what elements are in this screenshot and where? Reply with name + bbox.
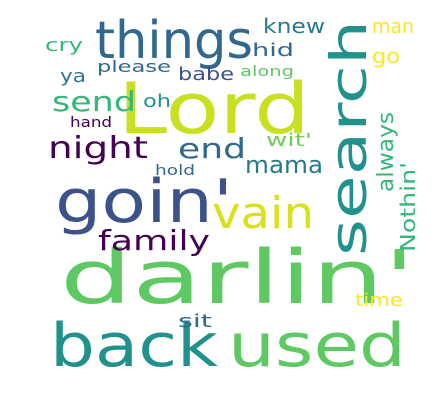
word-along: along <box>240 64 294 80</box>
word-night: night <box>48 131 148 166</box>
word-hid: hid <box>252 40 294 61</box>
word-send: send <box>52 85 136 118</box>
word-goin: goin' <box>55 167 233 237</box>
word-go: go <box>372 44 400 68</box>
word-hand: hand <box>70 115 112 131</box>
word-sit: sit <box>178 311 212 332</box>
word-wit: wit' <box>266 130 312 151</box>
word-knew: knew <box>263 14 325 38</box>
word-end: end <box>178 132 246 165</box>
word-search: search <box>320 20 378 256</box>
word-back: back <box>50 311 218 381</box>
word-darlin: darlin' <box>60 235 415 321</box>
word-family: family <box>98 224 210 257</box>
word-mama: mama <box>245 151 323 179</box>
word-please: please <box>97 57 171 76</box>
word-lord: Lord <box>118 68 310 150</box>
word-nothin: Nothin' <box>396 162 420 252</box>
word-cry: cry <box>45 35 83 56</box>
word-things: things <box>95 11 253 71</box>
word-always: always <box>374 112 399 192</box>
word-man: man <box>372 14 414 38</box>
word-oh: oh <box>143 91 171 112</box>
word-vain: vain <box>212 188 314 239</box>
word-hold: hold <box>155 163 195 179</box>
word-babe: babe <box>178 64 234 85</box>
word-time: time <box>355 290 403 311</box>
word-used: used <box>228 311 406 381</box>
word-ya: ya <box>60 66 86 87</box>
